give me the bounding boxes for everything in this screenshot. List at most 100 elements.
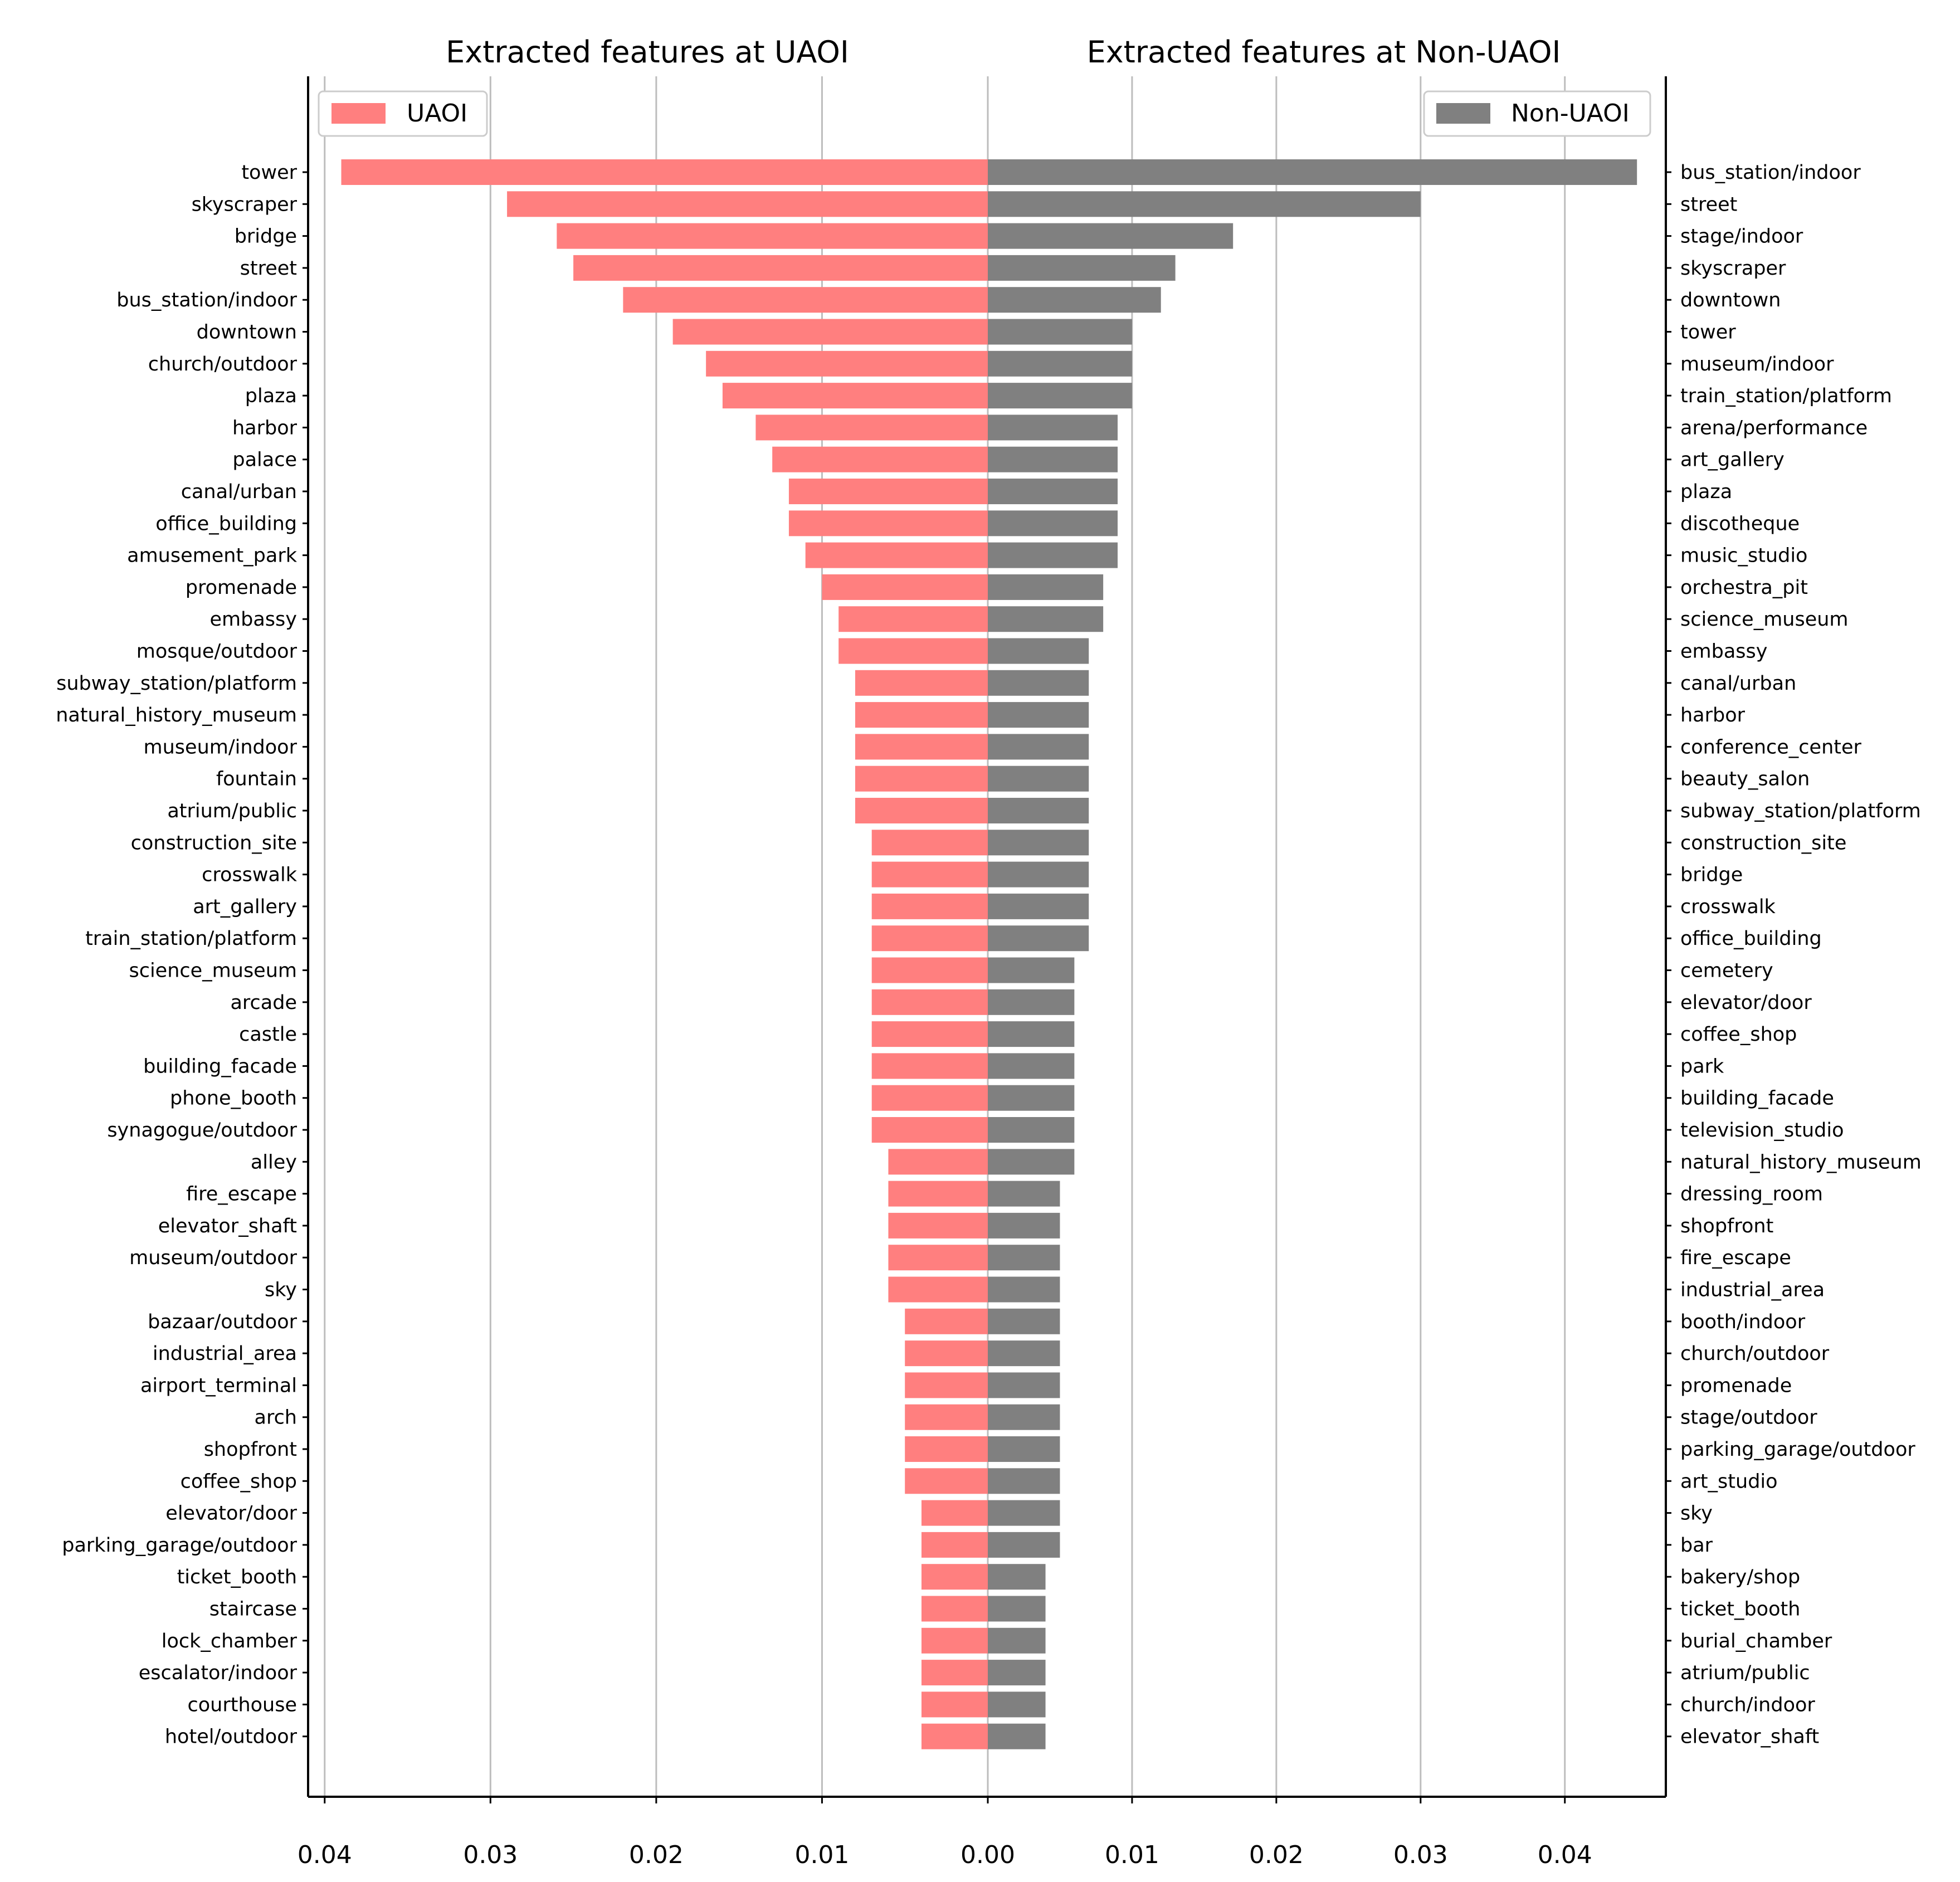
non-uaoi-category-label: discotheque xyxy=(1680,513,1800,535)
x-axis-ticks: 0.04 0.03 0.02 0.01 0.00 0.01 0.02 0.03 0.04 xyxy=(298,1797,1592,1869)
non-uaoi-category-labels: bus_station/indoorstreetstage/indoorskys… xyxy=(1666,162,1922,1748)
non-uaoi-bar xyxy=(988,989,1075,1015)
non-uaoi-bar xyxy=(988,861,1089,888)
uaoi-bar xyxy=(855,766,988,792)
uaoi-category-label: industrial_area xyxy=(153,1343,297,1365)
non-uaoi-bar xyxy=(988,1117,1075,1143)
non-uaoi-category-label: music_studio xyxy=(1680,545,1807,567)
non-uaoi-bar xyxy=(988,191,1421,217)
non-uaoi-category-label: subway_station/platform xyxy=(1680,800,1921,822)
uaoi-category-label: arch xyxy=(255,1407,298,1429)
non-uaoi-bar xyxy=(988,893,1089,919)
non-uaoi-bar xyxy=(988,1723,1046,1749)
non-uaoi-legend: Non-UAOI xyxy=(1423,90,1651,137)
non-uaoi-category-label: street xyxy=(1680,193,1737,216)
right-chart-title: Extracted features at Non-UAOI xyxy=(1087,35,1561,70)
uaoi-bar xyxy=(772,446,988,472)
right-x-tick-label: 0.01 xyxy=(1105,1841,1159,1869)
uaoi-category-label: castle xyxy=(239,1023,297,1046)
uaoi-bar xyxy=(341,159,988,185)
non-uaoi-bar xyxy=(988,1340,1060,1367)
non-uaoi-category-label: art_studio xyxy=(1680,1470,1778,1493)
uaoi-bar xyxy=(905,1436,988,1462)
uaoi-category-label: promenade xyxy=(186,577,297,599)
non-uaoi-category-label: booth/indoor xyxy=(1680,1311,1806,1333)
non-uaoi-bar xyxy=(988,1468,1060,1494)
non-uaoi-bar xyxy=(988,1181,1060,1207)
non-uaoi-bar xyxy=(988,574,1104,600)
non-uaoi-category-label: coffee_shop xyxy=(1680,1023,1797,1046)
uaoi-category-label: coffee_shop xyxy=(181,1470,297,1493)
uaoi-bar xyxy=(921,1500,988,1526)
uaoi-category-label: sky xyxy=(265,1279,297,1301)
uaoi-category-label: bridge xyxy=(235,226,297,248)
non-uaoi-category-label: stage/indoor xyxy=(1680,226,1803,248)
left-x-tick-label: 0.02 xyxy=(629,1841,684,1869)
uaoi-bar xyxy=(788,479,988,504)
uaoi-category-label: skyscraper xyxy=(192,193,298,216)
uaoi-bar xyxy=(888,1181,988,1207)
non-uaoi-bar xyxy=(988,510,1118,537)
non-uaoi-bar xyxy=(988,159,1637,185)
non-uaoi-bar xyxy=(988,766,1089,792)
non-uaoi-category-label: shopfront xyxy=(1680,1215,1773,1237)
uaoi-bar xyxy=(822,574,988,600)
non-uaoi-category-label: science_museum xyxy=(1680,608,1849,631)
uaoi-bar xyxy=(871,925,988,952)
uaoi-bar xyxy=(755,415,988,441)
uaoi-category-label: staircase xyxy=(209,1598,297,1621)
uaoi-category-labels: tower skyscraper bridge street bus_station/i… xyxy=(56,162,308,1748)
uaoi-category-label: amusement_park xyxy=(127,545,298,567)
uaoi-bar xyxy=(805,542,988,568)
left-x-tick-label: 0.00 xyxy=(961,1841,1015,1869)
uaoi-bar xyxy=(871,989,988,1015)
non-uaoi-bar xyxy=(988,415,1118,441)
uaoi-bar xyxy=(557,223,988,249)
uaoi-bar xyxy=(905,1468,988,1494)
uaoi-category-label: fountain xyxy=(216,768,297,791)
non-uaoi-category-label: parking_garage/outdoor xyxy=(1680,1439,1915,1461)
uaoi-category-label: museum/outdoor xyxy=(129,1247,297,1269)
non-uaoi-category-label: bridge xyxy=(1680,864,1743,886)
non-uaoi-bar xyxy=(988,1276,1060,1303)
non-uaoi-category-label: art_gallery xyxy=(1680,449,1785,471)
uaoi-bar xyxy=(706,350,988,377)
non-uaoi-category-label: skyscraper xyxy=(1680,257,1786,280)
non-uaoi-category-label: train_station/platform xyxy=(1680,385,1892,407)
uaoi-bar xyxy=(871,861,988,888)
non-uaoi-category-label: sky xyxy=(1680,1503,1713,1525)
non-uaoi-category-label: building_facade xyxy=(1680,1088,1834,1110)
uaoi-category-label: bazaar/outdoor xyxy=(148,1311,297,1333)
non-uaoi-category-label: stage/outdoor xyxy=(1680,1407,1817,1429)
non-uaoi-bar xyxy=(988,702,1089,728)
uaoi-bar xyxy=(921,1660,988,1686)
uaoi-bar xyxy=(838,606,988,632)
non-uaoi-bar xyxy=(988,542,1118,568)
uaoi-bar xyxy=(871,830,988,856)
non-uaoi-category-label: conference_center xyxy=(1680,736,1862,758)
uaoi-bar xyxy=(921,1627,988,1654)
non-uaoi-bar xyxy=(988,1053,1075,1079)
non-uaoi-bar xyxy=(988,1308,1060,1334)
non-uaoi-bar xyxy=(988,1021,1075,1047)
non-uaoi-category-label: church/outdoor xyxy=(1680,1343,1830,1365)
uaoi-category-label: natural_history_museum xyxy=(56,704,297,727)
non-uaoi-bar xyxy=(988,1404,1060,1430)
uaoi-category-label: street xyxy=(240,257,297,280)
uaoi-bar xyxy=(871,1021,988,1047)
non-uaoi-bar xyxy=(988,223,1233,249)
non-uaoi-category-label: burial_chamber xyxy=(1680,1630,1832,1652)
non-uaoi-bar xyxy=(988,1245,1060,1271)
non-uaoi-category-label: elevator_shaft xyxy=(1680,1726,1819,1748)
non-uaoi-category-label: bar xyxy=(1680,1534,1713,1557)
non-uaoi-bar xyxy=(988,255,1176,281)
right-x-tick-label: 0.04 xyxy=(1538,1841,1592,1869)
uaoi-legend: UAOI xyxy=(318,90,488,137)
uaoi-bar xyxy=(921,1596,988,1622)
non-uaoi-bar xyxy=(988,1596,1046,1622)
non-uaoi-category-label: elevator/door xyxy=(1680,992,1812,1014)
uaoi-legend-swatch xyxy=(331,103,386,124)
non-uaoi-category-label: museum/indoor xyxy=(1680,353,1834,376)
non-uaoi-category-label: park xyxy=(1680,1055,1724,1077)
